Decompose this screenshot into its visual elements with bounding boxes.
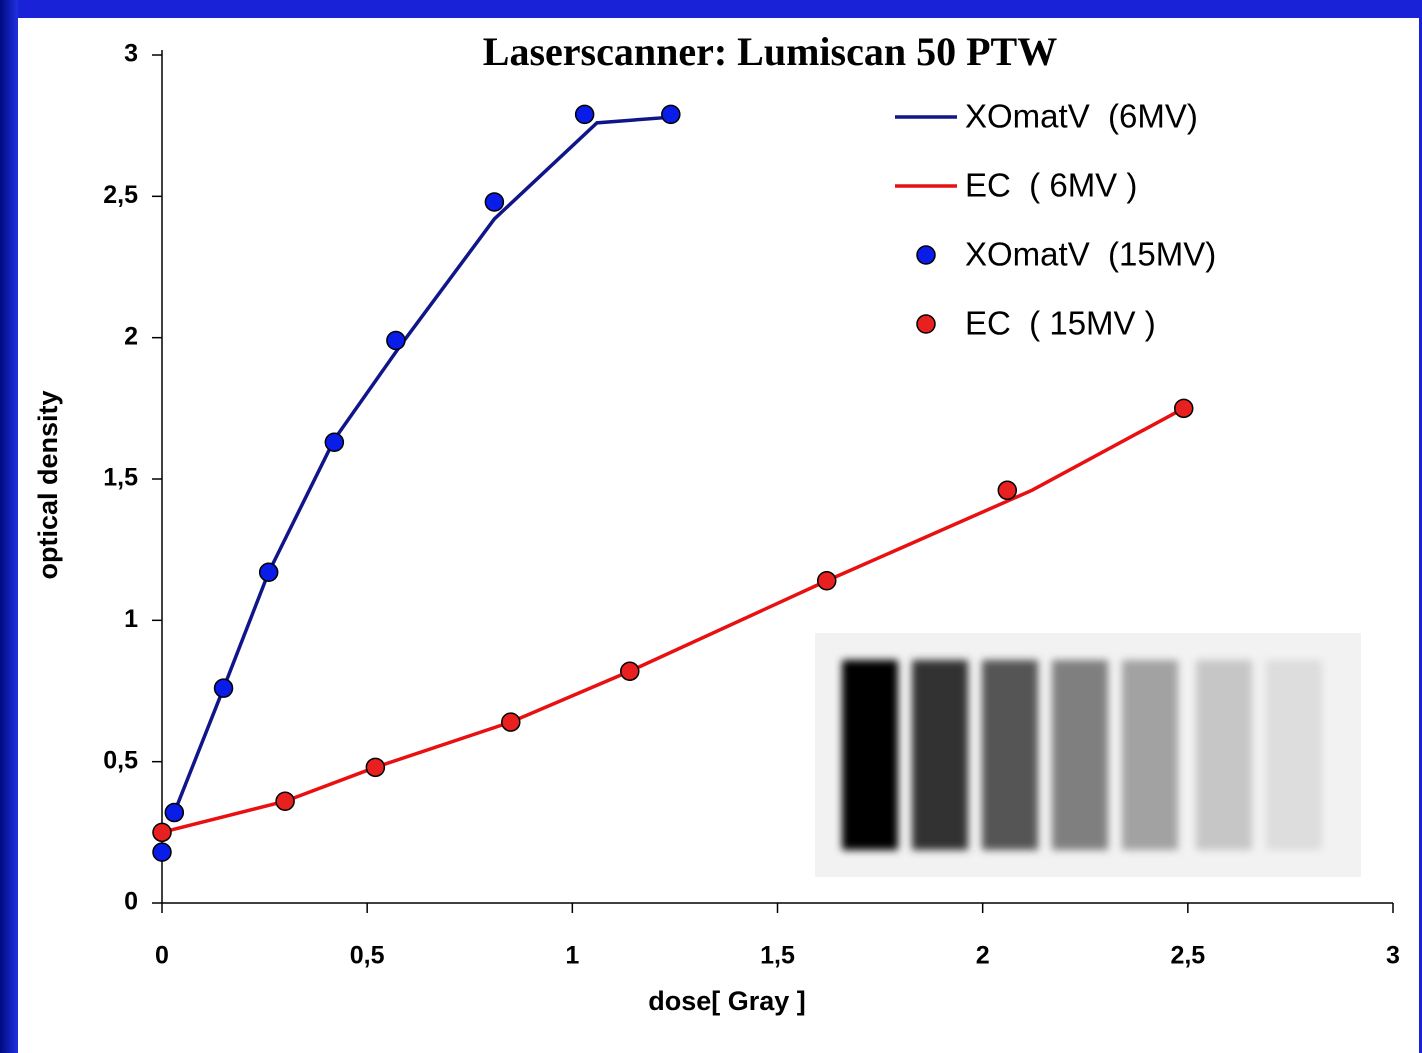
- y-tick-label: 2,5: [103, 181, 138, 209]
- chart-title: Laserscanner: Lumiscan 50 PTW: [483, 29, 1057, 74]
- film-strip: [1266, 660, 1322, 850]
- x-tick-label: 2,5: [1170, 942, 1205, 970]
- y-tick-label: 1: [124, 605, 138, 633]
- data-point: [152, 842, 172, 862]
- legend-marker: [916, 245, 936, 265]
- x-tick-label: 1,5: [760, 942, 795, 970]
- legend-label: EC ( 15MV ): [965, 305, 1156, 342]
- series-line: [172, 115, 671, 814]
- x-tick-label: 3: [1386, 942, 1400, 970]
- data-point: [152, 822, 172, 843]
- data-point: [324, 432, 345, 453]
- data-point: [258, 562, 279, 583]
- data-point: [574, 104, 595, 125]
- x-axis-title: dose[ Gray ]: [648, 986, 806, 1016]
- film-inset: [815, 633, 1361, 877]
- film-strip: [842, 660, 898, 850]
- data-point: [164, 802, 185, 823]
- data-point: [997, 480, 1018, 501]
- data-point: [816, 571, 837, 591]
- x-tick-label: 0,5: [350, 942, 385, 970]
- film-strip: [912, 660, 968, 850]
- film-strip: [1052, 660, 1108, 850]
- legend-marker: [916, 314, 936, 334]
- x-tick-label: 0: [155, 942, 169, 970]
- data-point: [620, 661, 640, 681]
- data-point: [501, 712, 521, 732]
- y-tick-label: 0,5: [103, 746, 138, 774]
- data-point: [213, 678, 234, 698]
- y-axis-title: optical density: [33, 390, 63, 579]
- data-point: [275, 791, 295, 811]
- series-line: [161, 406, 1185, 835]
- data-point: [1173, 398, 1194, 419]
- panel: [18, 18, 1419, 1053]
- data-point: [365, 757, 386, 778]
- y-tick-label: 3: [124, 40, 138, 68]
- data-point: [661, 104, 681, 125]
- film-strip: [1196, 660, 1252, 850]
- data-point: [386, 330, 406, 351]
- legend-label: EC ( 6MV ): [965, 167, 1137, 204]
- film-strip: [982, 660, 1038, 850]
- y-tick-label: 1,5: [103, 464, 138, 492]
- y-tick-label: 0: [124, 888, 138, 916]
- data-point: [484, 192, 505, 212]
- legend-label: XOmatV (15MV): [965, 236, 1216, 273]
- x-tick-label: 2: [976, 942, 990, 970]
- film-strip: [1122, 660, 1178, 850]
- y-tick-label: 2: [124, 322, 138, 350]
- x-tick-label: 1: [565, 942, 579, 970]
- frame-edge: [0, 0, 18, 1053]
- legend-label: XOmatV (6MV): [965, 98, 1198, 135]
